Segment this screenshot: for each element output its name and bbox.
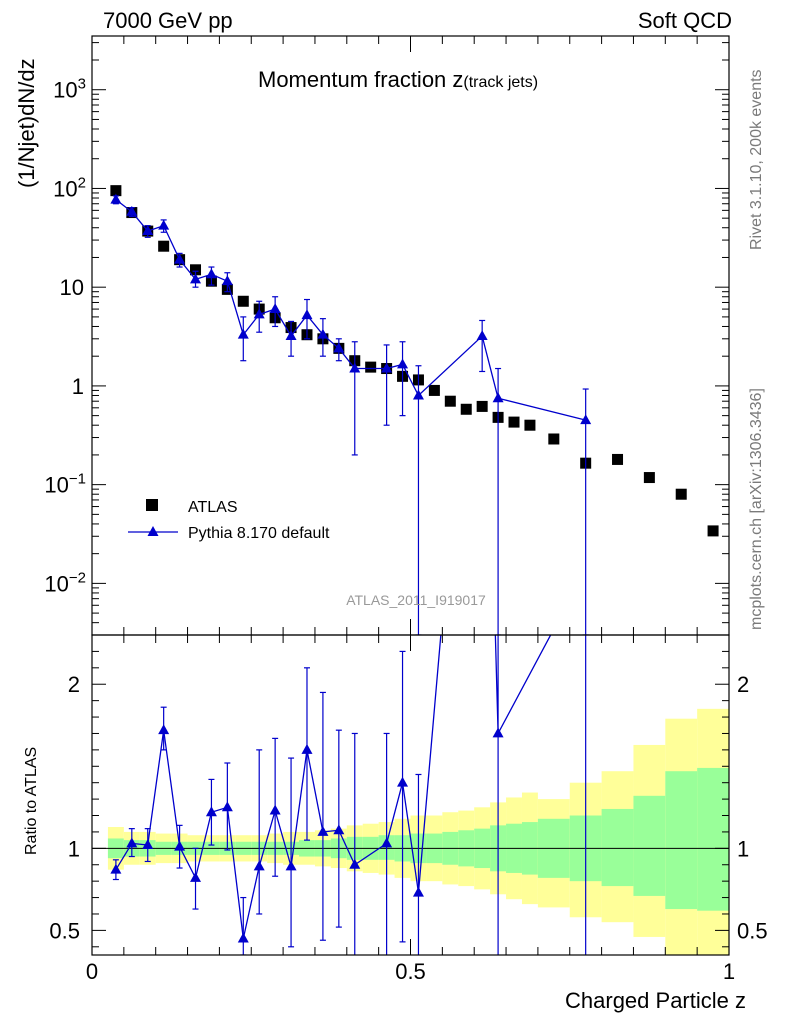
header-energy-label: 7000 GeV pp — [103, 8, 233, 33]
pythia-data-point — [381, 362, 393, 373]
ratio-data-point — [349, 858, 361, 869]
atlas-data-point — [508, 416, 520, 428]
pythia-data-point — [205, 268, 217, 279]
pythia-data-point — [158, 219, 170, 230]
ratio-data-point — [492, 727, 504, 738]
ratio-data-point — [317, 825, 329, 836]
ratio-data-point — [190, 871, 202, 882]
pythia-data-point — [580, 414, 592, 425]
ratio-data-point — [221, 801, 233, 812]
ratio-data-point — [301, 743, 313, 754]
chart-title: Momentum fraction z(track jets) — [258, 67, 538, 92]
atlas-data-point — [524, 419, 536, 431]
main-frame — [91, 35, 730, 636]
pythia-data-point — [221, 275, 233, 286]
ratio-data-point — [126, 837, 138, 848]
pythia-data-point — [126, 205, 138, 216]
ratio-data-point — [174, 840, 186, 851]
ratio-data-point — [285, 860, 297, 871]
pythia-data-point — [301, 309, 313, 320]
ratio-data-point — [253, 860, 265, 871]
y-tick-label: 10−2 — [44, 569, 86, 596]
atlas-data-point — [158, 240, 170, 252]
ratio-data-point — [412, 886, 424, 897]
atlas-data-point — [110, 185, 122, 197]
axes — [91, 35, 730, 956]
ratio-data-point — [397, 776, 409, 787]
pythia-data-point — [412, 389, 424, 400]
pythia-data-point — [174, 253, 186, 264]
x-tick-label: 1 — [723, 959, 735, 984]
analysis-watermark: ATLAS_2011_I919017 — [346, 592, 486, 608]
pythia-data-point — [142, 225, 154, 236]
atlas-data-point — [643, 472, 655, 484]
ratio-data-point — [269, 804, 281, 815]
ratio-y-tick-label-right: 2 — [737, 672, 749, 697]
pythia-data-point — [476, 330, 488, 340]
ratio-line — [115, 635, 552, 939]
y-tick-label: 1 — [72, 374, 84, 399]
ratio-y-tick-label-right: 1 — [737, 836, 749, 861]
main-series — [110, 185, 719, 635]
atlas-data-point — [460, 403, 472, 415]
atlas-data-point — [428, 384, 440, 396]
atlas-data-point — [476, 400, 488, 412]
pythia-data-point — [333, 342, 345, 353]
ratio-data-point — [142, 839, 154, 850]
ratio-band-inner — [697, 767, 729, 911]
legend-atlas-label: ATLAS — [188, 499, 238, 516]
y-tick-label: 102 — [53, 174, 86, 201]
pythia-data-point — [349, 362, 361, 373]
x-tick-label: 0.5 — [395, 959, 426, 984]
ratio-band-inner — [601, 808, 634, 887]
atlas-data-point — [548, 433, 560, 445]
pythia-data-point — [237, 328, 249, 339]
ratio-y-tick-label: 0.5 — [49, 918, 80, 943]
pythia-data-point — [317, 328, 329, 339]
y-tick-label: 103 — [53, 76, 86, 103]
ratio-data-point — [381, 837, 393, 848]
pythia-data-point — [285, 330, 297, 340]
ratio-band-inner — [633, 795, 666, 896]
y-tick-label: 10−1 — [44, 471, 86, 498]
atlas-data-point — [675, 488, 687, 500]
pythia-data-point — [110, 193, 122, 204]
ratio-series — [110, 153, 587, 955]
atlas-data-point — [237, 295, 249, 307]
ratio-data-point — [205, 806, 217, 817]
ratio-data-point — [237, 932, 249, 943]
ratio-data-point — [110, 863, 122, 874]
legend-pythia-marker — [147, 526, 159, 536]
x-axis-label: Charged Particle z — [565, 988, 746, 1013]
atlas-data-point — [612, 453, 624, 465]
ratio-y-tick-label: 1 — [68, 836, 80, 861]
ratio-data-point — [333, 824, 345, 835]
y-tick-label: 10 — [60, 275, 84, 300]
atlas-data-point — [365, 361, 377, 373]
atlas-data-point — [190, 264, 202, 276]
pythia-data-point — [269, 303, 281, 314]
ratio-band-inner — [665, 771, 698, 910]
legend-atlas-marker — [146, 499, 158, 511]
pythia-data-point — [397, 358, 409, 369]
header-category-label: Soft QCD — [637, 8, 732, 33]
pythia-data-point — [492, 392, 504, 403]
ratio-y-tick-label-right: 0.5 — [737, 918, 768, 943]
ratio-data-point — [477, 153, 488, 163]
ratio-y-tick-label: 2 — [68, 672, 80, 697]
atlas-data-point — [444, 395, 456, 407]
x-tick-label: 0 — [86, 959, 98, 984]
pythia-data-point — [253, 308, 265, 319]
legend-pythia-label: Pythia 8.170 default — [188, 525, 330, 542]
pythia-line — [115, 199, 586, 421]
pythia-data-point — [190, 273, 202, 284]
atlas-data-point — [707, 525, 719, 537]
ratio-data-point — [158, 724, 170, 735]
